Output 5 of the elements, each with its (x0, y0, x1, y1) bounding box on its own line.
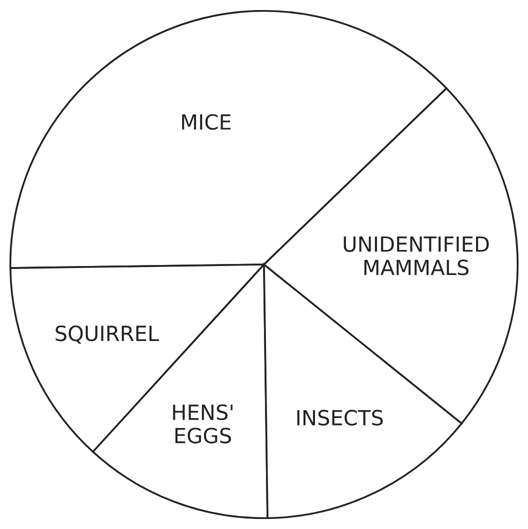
slice-label: UNIDENTIFIED MAMMALS (344, 236, 489, 276)
slice-label: HENS' EGGS (173, 404, 232, 444)
slice-label: SQUIRREL (56, 325, 159, 344)
slice-label: INSECTS (297, 410, 383, 426)
slice-label: MICE (182, 114, 231, 130)
